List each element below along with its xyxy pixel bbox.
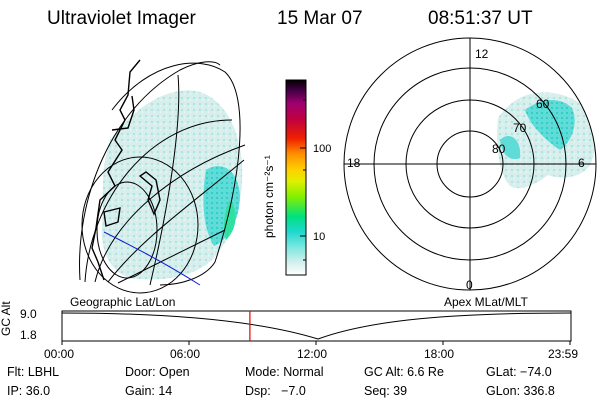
polar-plot [343, 37, 597, 291]
mlt-label-0: 0 [466, 278, 473, 292]
geographic-map [79, 59, 246, 294]
apex-panel-label: Apex MLat/MLT [444, 295, 528, 309]
altitude-ylabel: GC Alt [0, 301, 13, 336]
altitude-xtick-2359: 23:59 [548, 347, 579, 361]
mlt-label-6: 6 [578, 156, 585, 170]
satellite-track [103, 231, 201, 286]
glon-info: GLon: 336.8 [486, 384, 555, 398]
mlt-label-12: 12 [475, 47, 489, 61]
colorbar-tick-10: 10 [313, 231, 326, 243]
ip-info: IP: 36.0 [7, 384, 51, 398]
aurora-oval-geo [101, 90, 243, 280]
mlat-label-80: 80 [492, 142, 506, 156]
seq-info: Seq: 39 [364, 384, 408, 398]
mlt-label-18: 18 [347, 156, 361, 170]
geographic-panel-label: Geographic Lat/Lon [70, 295, 176, 309]
mlat-label-70: 70 [513, 121, 527, 135]
glat-info: GLat: −74.0 [486, 365, 552, 379]
door-info: Door: Open [125, 365, 190, 379]
altitude-plot [61, 310, 572, 345]
filter-info: Flt: LBHL [7, 365, 60, 379]
coastline [91, 59, 161, 281]
mlat-label-60: 60 [536, 97, 550, 111]
altitude-ytick-high: 9.0 [20, 307, 37, 321]
time-label: 08:51:37 UT [428, 8, 533, 29]
altitude-ytick-low: 1.8 [20, 328, 37, 342]
colorbar-unit: photon cm⁻²s⁻¹ [262, 155, 276, 238]
altitude-xtick-0600: 06:00 [170, 347, 201, 361]
mode-info: Mode: Normal [245, 365, 324, 379]
gc-alt-info: GC Alt: 6.6 Re [364, 365, 444, 379]
altitude-xtick-1800: 18:00 [424, 347, 455, 361]
altitude-xtick-0000: 00:00 [44, 347, 75, 361]
instrument-title: Ultraviolet Imager [47, 8, 196, 29]
date-label: 15 Mar 07 [277, 8, 363, 29]
altitude-xtick-1200: 12:00 [297, 347, 328, 361]
colorbar [285, 79, 307, 276]
altitude-curve [61, 312, 572, 340]
dsp-info: Dsp: −7.0 [245, 384, 306, 398]
aurora-green-geo [223, 200, 236, 240]
gain-info: Gain: 14 [125, 384, 173, 398]
colorbar-tick-100: 100 [313, 143, 332, 155]
